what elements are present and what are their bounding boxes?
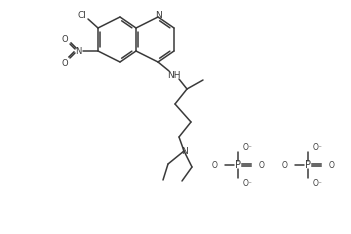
Text: Cl: Cl — [78, 11, 86, 19]
Text: N: N — [75, 47, 81, 55]
Text: O: O — [62, 34, 68, 44]
Text: P: P — [305, 160, 311, 170]
Text: O: O — [329, 161, 335, 169]
Text: O⁻: O⁻ — [313, 143, 323, 151]
Text: N: N — [155, 11, 161, 21]
Text: O: O — [259, 161, 265, 169]
Text: O: O — [211, 161, 217, 169]
Text: NH: NH — [167, 70, 181, 80]
Text: O⁻: O⁻ — [243, 179, 253, 187]
Text: O⁻: O⁻ — [313, 179, 323, 187]
Text: P: P — [235, 160, 241, 170]
Text: O⁻: O⁻ — [243, 143, 253, 151]
Text: N: N — [181, 146, 187, 156]
Text: O: O — [62, 58, 68, 67]
Text: O: O — [281, 161, 287, 169]
